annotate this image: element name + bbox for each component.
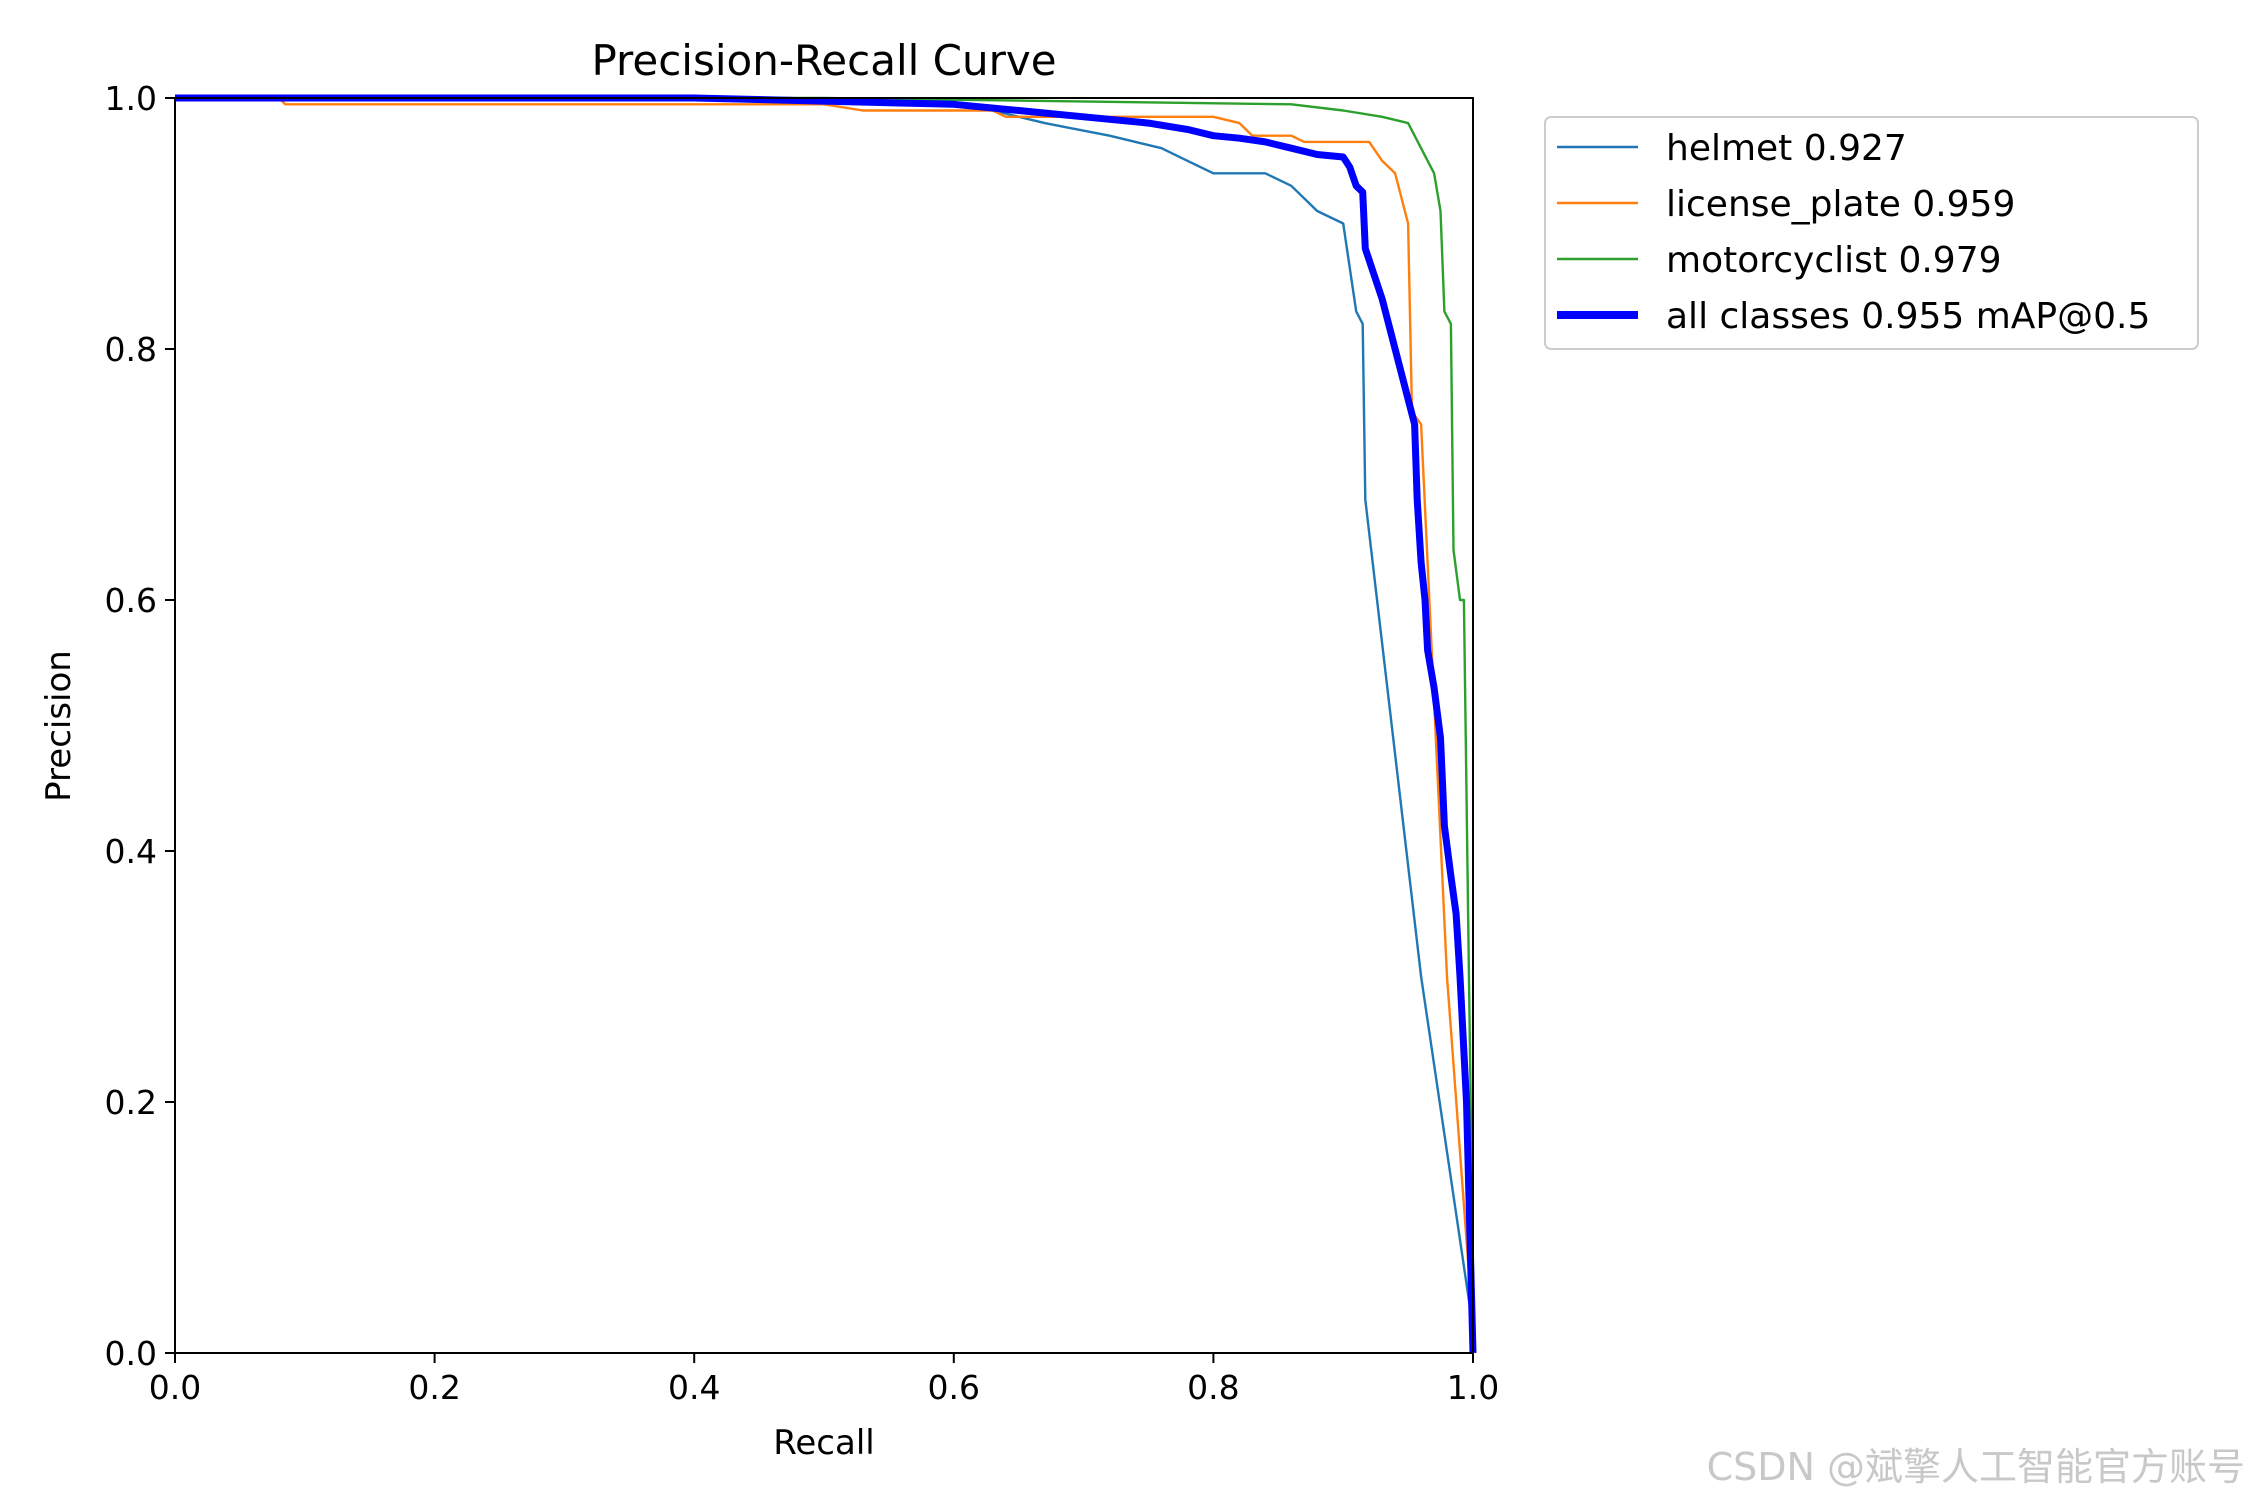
y-tick-label: 0.6 bbox=[105, 581, 157, 620]
series-line-0 bbox=[175, 96, 1475, 1329]
x-tick-label: 0.8 bbox=[1187, 1368, 1239, 1407]
series-line-3 bbox=[175, 94, 1477, 1354]
y-tick-label: 1.0 bbox=[105, 79, 157, 118]
chart-title: Precision-Recall Curve bbox=[591, 36, 1056, 85]
x-tick-label: 0.2 bbox=[408, 1368, 460, 1407]
legend-label: all classes 0.955 mAP@0.5 bbox=[1666, 296, 2150, 337]
series-line-2 bbox=[175, 96, 1475, 1278]
x-axis-ticks: 0.0 0.2 0.4 0.6 0.8 1.0 bbox=[149, 1353, 1499, 1407]
y-tick-label: 0.2 bbox=[105, 1083, 157, 1122]
y-tick-label: 0.0 bbox=[105, 1334, 157, 1373]
y-axis-title: Precision bbox=[39, 650, 79, 802]
y-tick-label: 0.8 bbox=[105, 330, 157, 369]
y-axis-ticks: 0.0 0.2 0.4 0.6 0.8 1.0 bbox=[105, 79, 175, 1373]
x-tick-label: 0.0 bbox=[149, 1368, 201, 1407]
x-tick-label: 1.0 bbox=[1447, 1368, 1499, 1407]
series-line-1 bbox=[175, 96, 1475, 1328]
legend-label: license_plate 0.959 bbox=[1666, 184, 2015, 225]
plot-lines bbox=[175, 94, 1477, 1354]
legend: helmet 0.927 license_plate 0.959 motorcycl… bbox=[1544, 116, 2199, 350]
watermark: CSDN @斌擎人工智能官方账号 bbox=[1707, 1445, 2245, 1489]
x-tick-label: 0.4 bbox=[668, 1368, 720, 1407]
x-tick-label: 0.6 bbox=[928, 1368, 980, 1407]
y-tick-label: 0.4 bbox=[105, 832, 157, 871]
x-axis-title: Recall bbox=[773, 1423, 874, 1463]
plot-frame bbox=[174, 97, 1474, 1354]
legend-label: motorcyclist 0.979 bbox=[1666, 240, 2002, 281]
legend-box bbox=[1544, 116, 2199, 350]
legend-label: helmet 0.927 bbox=[1666, 128, 1907, 169]
